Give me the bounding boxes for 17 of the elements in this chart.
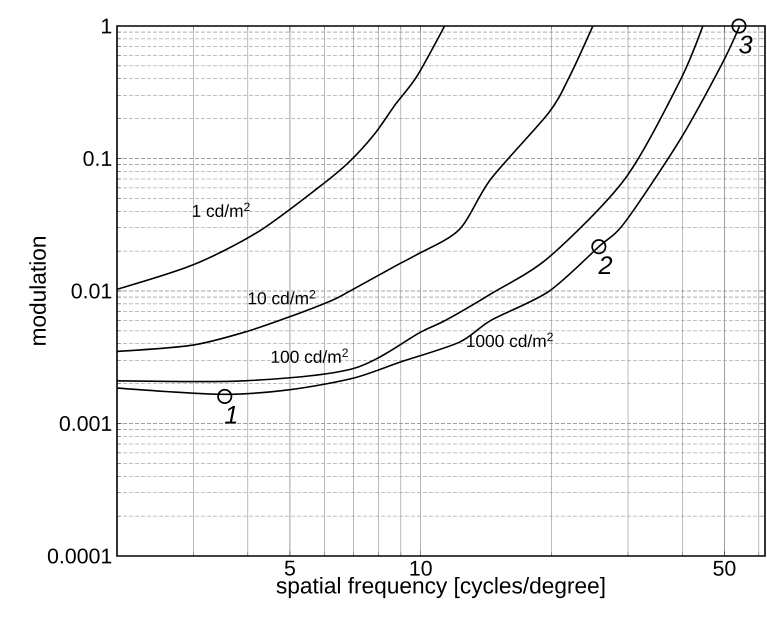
- y-tick-label: 0.01: [72, 283, 112, 299]
- annotation: 3: [739, 36, 752, 54]
- x-tick-label: 5: [284, 560, 295, 576]
- y-tick-label: 1: [102, 18, 112, 34]
- x-axis-title: spatial frequency [cycles/degree]: [276, 576, 604, 598]
- series-label: 1 cd/m$^{2}$: [192, 202, 250, 218]
- y-tick-label: 0.1: [83, 150, 112, 166]
- series-label: 100 cd/m$^{2}$: [272, 348, 348, 363]
- annotation: 1: [225, 406, 236, 424]
- y-tick-label: 0.001: [60, 416, 112, 432]
- y-axis-title: modulation: [29, 237, 46, 345]
- series-label: 1000 cd/m$^{2}$: [467, 332, 553, 348]
- x-tick-label: 50: [713, 560, 736, 576]
- y-tick-label: 0.0001: [48, 548, 112, 564]
- annotation: 2: [598, 256, 612, 274]
- x-tick-label: 10: [410, 560, 432, 576]
- series-label: 10 cd/m$^{2}$: [248, 290, 316, 304]
